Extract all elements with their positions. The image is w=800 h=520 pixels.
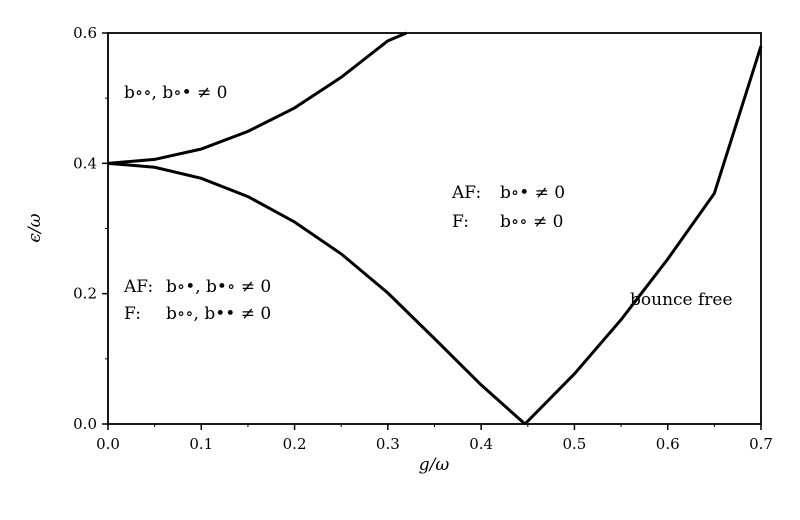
y-tick-label: 0.2 [73,285,97,303]
annotation-middle: AF: b∘• ≠ 0 F: b∘∘ ≠ 0 [451,183,571,232]
boundary-curve-2 [107,161,526,426]
boundary-curve-3 [523,45,763,426]
annotation-bottom-left-math-2: b∘∘, b•• ≠ 0 [166,304,271,324]
annotation-bottom-left-prefix-2: F: [124,304,141,324]
x-tick-label: 0.6 [656,435,680,453]
boundary-curve-1 [107,31,408,165]
x-axis-label: g/ω [419,455,450,475]
annotation-middle-math-2: b∘∘ ≠ 0 [500,212,563,232]
annotation-middle-prefix-2: F: [452,212,469,232]
x-tick-label: 0.7 [749,435,773,453]
x-tick-label: 0.1 [189,435,213,453]
x-ticks: 0.0 0.1 0.2 0.3 0.4 0.5 0.6 0.7 [96,424,773,453]
curves-layer [107,31,763,426]
y-tick-label: 0.4 [73,154,97,172]
x-tick-label: 0.2 [283,435,307,453]
y-tick-label: 0.0 [73,415,97,433]
annotation-bottom-left: AF: b∘•, b•∘ ≠ 0 F: b∘∘, b•• ≠ 0 [123,277,277,324]
annotation-top-left-line-1: b∘∘, b∘• ≠ 0 [124,83,227,103]
y-axis-label: ϵ/ω [25,213,45,242]
annotation-bottom-left-prefix-1: AF: [123,277,153,297]
y-ticks: 0.0 0.2 0.4 0.6 [73,24,108,433]
annotation-right-line-1: bounce free [630,290,733,310]
x-tick-label: 0.4 [469,435,493,453]
x-tick-label: 0.5 [562,435,586,453]
x-tick-label: 0.3 [376,435,400,453]
x-tick-label: 0.0 [96,435,120,453]
annotation-top-left: b∘∘, b∘• ≠ 0 [124,83,227,103]
annotation-middle-prefix-1: AF: [451,183,481,203]
y-tick-label: 0.6 [73,24,97,42]
annotation-bottom-left-math-1: b∘•, b•∘ ≠ 0 [166,277,271,297]
annotation-right: bounce free [630,290,733,310]
annotation-middle-math-1: b∘• ≠ 0 [500,183,565,203]
